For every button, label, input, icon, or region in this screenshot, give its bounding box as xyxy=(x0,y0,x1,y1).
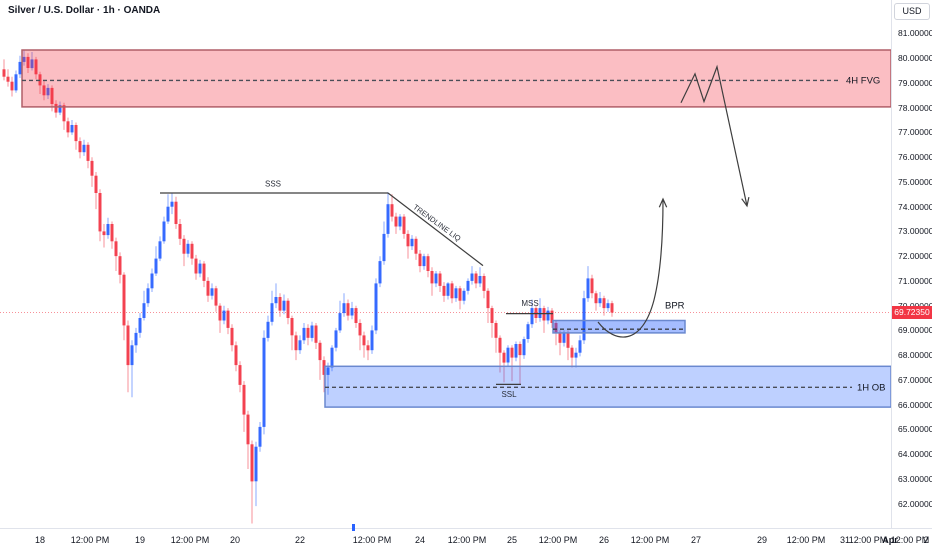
zone-4h-fvg[interactable]: 4H FVG xyxy=(21,49,892,108)
time-axis-label: 29 xyxy=(756,535,768,545)
trendline-liq-label: TRENDLINE LIQ xyxy=(411,202,462,243)
zone-1h-ob[interactable]: 1H OB xyxy=(324,365,892,408)
price-axis-label: 74.00000 xyxy=(898,201,932,212)
time-axis-label: 12:00 PM xyxy=(538,535,578,545)
price-axis-label: 73.00000 xyxy=(898,226,932,237)
price-axis-label: 64.00000 xyxy=(898,449,932,460)
trendline-liq[interactable]: TRENDLINE LIQ xyxy=(387,192,484,267)
mss-line[interactable]: MSS xyxy=(506,299,553,315)
time-axis-label: 25 xyxy=(506,535,518,545)
price-axis-label: 80.00000 xyxy=(898,53,932,64)
zone-bpr[interactable]: BPR xyxy=(552,301,686,334)
time-axis-label: 20 xyxy=(229,535,241,545)
price-axis-label: 79.00000 xyxy=(898,77,932,88)
time-axis-label: 18 xyxy=(34,535,46,545)
time-axis-label: 19 xyxy=(134,535,146,545)
sss-line-label: SSS xyxy=(265,179,281,188)
time-axis-label: 26 xyxy=(598,535,610,545)
time-axis-label: 24 xyxy=(414,535,426,545)
price-axis-label: 81.00000 xyxy=(898,28,932,39)
price-axis-label: 68.00000 xyxy=(898,350,932,361)
mss-line-label: MSS xyxy=(521,299,538,308)
time-axis-label: 27 xyxy=(690,535,702,545)
zone-1h-ob-label: 1H OB xyxy=(857,382,886,393)
price-axis-label: 66.00000 xyxy=(898,399,932,410)
time-axis-label: 31 xyxy=(839,535,851,545)
currency-badge[interactable]: USD xyxy=(894,3,930,20)
zone-bpr-label: BPR xyxy=(665,301,685,312)
price-axis-label: 77.00000 xyxy=(898,127,932,138)
time-axis-label: 12:00 PM xyxy=(890,535,930,545)
price-axis[interactable]: 81.00000 80.00000 79.00000 78.00000 77.00000… xyxy=(891,0,932,528)
time-axis-label: 12:00 PM xyxy=(447,535,487,545)
time-axis-label: 2 xyxy=(923,535,929,545)
time-axis-label: Apr xyxy=(882,535,898,545)
price-axis-label: 78.00000 xyxy=(898,102,932,113)
price-axis-label: 63.00000 xyxy=(898,473,932,484)
price-axis-label: 69.00000 xyxy=(898,325,932,336)
price-axis-label: 71.00000 xyxy=(898,275,932,286)
time-axis-label: 22 xyxy=(294,535,306,545)
price-axis-label: 62.00000 xyxy=(898,498,932,509)
time-axis-label: 12:00 PM xyxy=(786,535,826,545)
price-axis-label: 76.00000 xyxy=(898,152,932,163)
ssl-line[interactable]: SSL xyxy=(496,383,521,399)
projection-zigzag-arrow[interactable] xyxy=(680,64,750,208)
time-axis-label: 12:00 PM xyxy=(352,535,392,545)
symbol-title[interactable]: Silver / U.S. Dollar · 1h · OANDA xyxy=(8,5,161,16)
time-axis-label: 12:00 PM xyxy=(630,535,670,545)
current-price-tag: 69.72350 xyxy=(892,306,932,319)
price-axis-label: 65.00000 xyxy=(898,424,932,435)
price-axis-label: 67.00000 xyxy=(898,374,932,385)
price-axis-label: 72.00000 xyxy=(898,251,932,262)
time-axis-label: 12:00 PM xyxy=(848,535,888,545)
candles-layer xyxy=(2,49,614,524)
price-axis-label: 75.00000 xyxy=(898,176,932,187)
time-axis-label: 12:00 PM xyxy=(170,535,210,545)
curved-up-arrow[interactable] xyxy=(597,197,668,338)
drawing-anchor-tick xyxy=(352,524,355,531)
zone-4h-fvg-label: 4H FVG xyxy=(846,75,880,86)
price-axis-label: 70.00000 xyxy=(898,301,932,311)
sss-line[interactable]: SSS xyxy=(160,179,388,194)
time-axis-label: 12:00 PM xyxy=(70,535,110,545)
time-axis[interactable]: 18 12:00 PM 19 12:00 PM 20 22 12:00 PM 24 12:00 … xyxy=(0,528,932,550)
ssl-line-label: SSL xyxy=(501,390,517,399)
